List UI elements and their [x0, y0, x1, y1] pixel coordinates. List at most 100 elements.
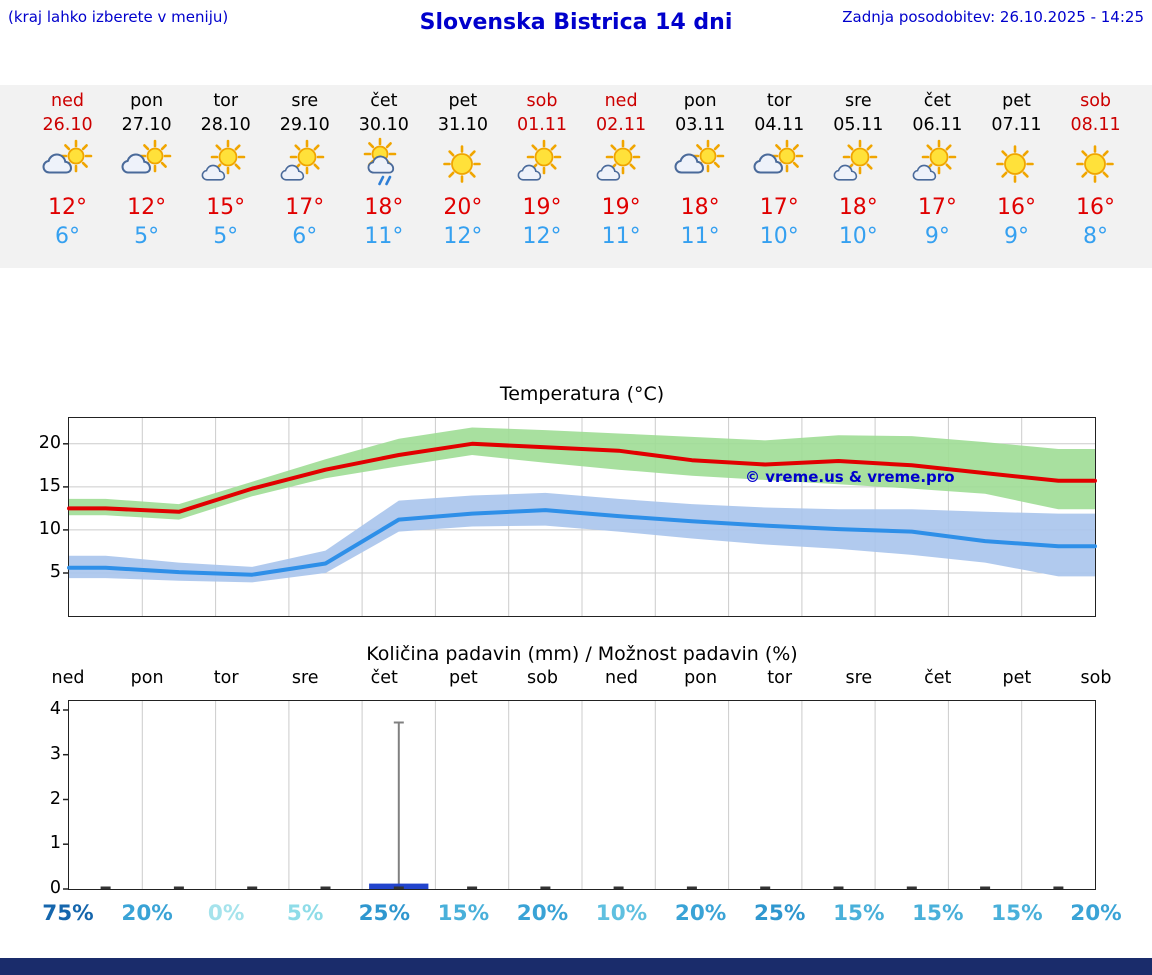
temperature-chart: 5 10 15 20 © vreme.us & vreme.pro [39, 417, 1097, 617]
day-date: 27.10 [121, 115, 172, 135]
precip-zero-tick [833, 886, 844, 889]
day-date: 28.10 [200, 115, 251, 135]
precip-zero-tick [100, 886, 111, 889]
y-axis-label: 3 [49, 743, 61, 764]
day-name: sob [526, 91, 558, 111]
day-date: 29.10 [279, 115, 330, 135]
forecast-day: čet 06.11 17° 9° [898, 85, 977, 268]
page-title: Slovenska Bistrica 14 dni [419, 10, 733, 35]
precip-zero-tick [686, 886, 697, 889]
forecast-day: tor 04.11 17° 10° [740, 85, 819, 268]
weather-icon [819, 136, 898, 194]
precipitation-probabilities: 75% 20% 0% 5% 25% 15% 20% 10% 20% 25% 15% 15% 15% 20% [42, 901, 1121, 931]
day-date: 06.11 [912, 115, 963, 135]
day-label: čet [924, 668, 952, 688]
high-temperature: 18° [838, 195, 878, 220]
day-label: pet [449, 668, 478, 688]
forecast-day: ned 26.10 12° 6° [28, 85, 107, 268]
high-temperature: 19° [601, 195, 641, 220]
weather-icon [186, 136, 265, 194]
weather-icon [344, 136, 423, 194]
day-date: 05.11 [833, 115, 884, 135]
day-date: 26.10 [42, 115, 93, 135]
sun-cloud-icon [201, 139, 245, 181]
precip-zero-tick [393, 886, 404, 889]
precip-probability: 20% [1070, 901, 1122, 926]
high-temperature: 19° [522, 195, 562, 220]
precip-probability: 25% [753, 901, 806, 926]
high-temperature: 16° [996, 195, 1036, 220]
day-name: pon [683, 91, 717, 111]
precip-zero-tick [320, 886, 331, 889]
cloud-sun-icon [674, 139, 725, 174]
precip-probability: 15% [991, 901, 1043, 926]
day-name: sre [291, 91, 319, 111]
last-update-label: Zadnja posodobitev: 26.10.2025 - 14:25 [842, 8, 1144, 26]
forecast-day: pon 27.10 12° 5° [107, 85, 186, 268]
day-name: pon [130, 91, 164, 111]
day-date: 01.11 [516, 115, 568, 135]
high-temperature: 20° [443, 195, 483, 220]
precip-probability: 25% [358, 901, 411, 926]
weather-icon [28, 136, 107, 194]
forecast-day: pet 31.10 20° 12° [423, 85, 502, 268]
day-label: tor [767, 668, 793, 688]
forecast-day: pet 07.11 16° 9° [977, 85, 1056, 268]
footer-bar [0, 958, 1152, 975]
precip-probability: 75% [42, 901, 94, 926]
high-temperature: 17° [917, 195, 957, 220]
weather-icon [977, 136, 1056, 194]
sun-cloud-icon [517, 139, 562, 181]
precipitation-chart-title: Količina padavin (mm) / Možnost padavin … [366, 643, 798, 665]
forecast-day: sre 05.11 18° 10° [819, 85, 898, 268]
low-temperature: 12° [443, 224, 483, 250]
low-temperature: 9° [1003, 224, 1029, 250]
precipitation-plot [63, 701, 1064, 890]
forecast-strip-row: ned 26.10 12° 6° pon 27.10 12° 5° tor 28.10 15° 5° s… [28, 85, 1135, 268]
precip-probability: 15% [437, 901, 490, 926]
day-label: pon [684, 668, 718, 688]
precip-zero-tick [467, 886, 478, 889]
high-temperature: 16° [1076, 195, 1116, 220]
day-date: 04.11 [754, 115, 805, 135]
low-temperature: 11° [601, 224, 641, 250]
sun-icon [996, 145, 1035, 183]
weather-icon [265, 136, 344, 194]
precip-bar [369, 883, 429, 889]
precipitation-chart: 0 1 2 3 4 [50, 699, 1096, 898]
precip-zero-tick [906, 886, 917, 889]
day-name: sre [844, 91, 872, 111]
sun-shower-icon [363, 137, 397, 186]
weather-icon [661, 136, 740, 194]
day-date: 08.11 [1070, 115, 1121, 135]
precip-probability: 20% [674, 901, 727, 926]
low-temperature: 12° [522, 224, 562, 250]
menu-hint: (kraj lahko izberete v meniju) [8, 8, 229, 26]
high-temp-line [67, 441, 1097, 514]
forecast-day: sre 29.10 17° 6° [265, 85, 344, 268]
day-date: 02.11 [596, 115, 647, 135]
high-temperature: 12° [127, 195, 167, 220]
day-date: 30.10 [358, 115, 409, 135]
day-name: ned [51, 91, 85, 111]
day-name: čet [923, 91, 952, 111]
precip-probability: 5% [286, 901, 324, 926]
cloud-sun-icon [753, 139, 804, 174]
precip-zero-tick [980, 886, 991, 889]
precip-zero-tick [173, 886, 184, 889]
y-axis-label: 0 [49, 878, 61, 898]
day-label: tor [213, 668, 239, 688]
low-temperature: 6° [55, 224, 81, 250]
high-temperature: 18° [680, 195, 720, 220]
forecast-day: sob 01.11 19° 12° [502, 85, 581, 268]
precip-probability: 20% [516, 901, 569, 926]
high-temperature: 15° [206, 195, 246, 220]
precip-zero-tick [247, 886, 258, 889]
weather-icon [582, 136, 661, 194]
forecast-day: ned 02.11 19° 11° [582, 85, 661, 268]
low-temperature: 6° [292, 224, 318, 250]
watermark-link[interactable]: © vreme.us & vreme.pro [745, 468, 955, 486]
precip-probability: 0% [207, 901, 245, 926]
y-axis-label: 10 [38, 518, 61, 539]
day-date: 07.11 [991, 115, 1042, 135]
